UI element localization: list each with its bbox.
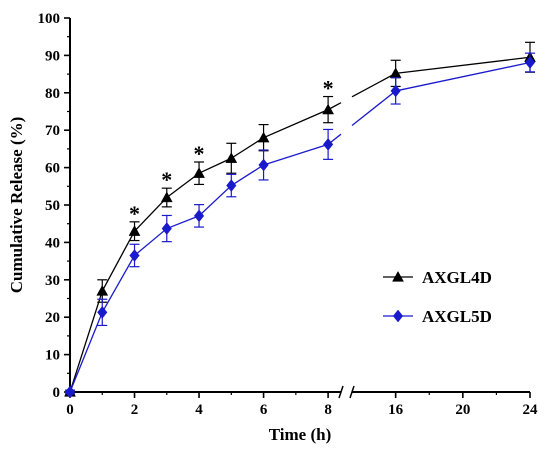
x-tick-label: 2 [131, 402, 139, 418]
series-line [69, 290, 103, 393]
data-point [392, 309, 404, 323]
significance-star: * [323, 76, 334, 101]
legend: AXGL4D AXGL5D [383, 268, 492, 326]
series-line [101, 230, 136, 292]
x-axis-title: Time (h) [269, 425, 332, 444]
series-line [198, 185, 232, 217]
data-point [64, 385, 76, 399]
y-tick-label: 50 [45, 198, 60, 214]
y-tick-label: 100 [38, 11, 61, 27]
significance-star: * [194, 141, 205, 166]
y-tick-label: 90 [45, 48, 60, 64]
plot-area [64, 41, 536, 399]
series-axgl4d [64, 41, 536, 397]
series-line [101, 255, 136, 313]
series-line [198, 157, 232, 174]
data-point [193, 209, 205, 223]
y-tick-label: 80 [45, 86, 60, 102]
axis-break-mark-right [349, 385, 355, 399]
series-line [351, 72, 396, 98]
data-point [160, 191, 173, 203]
series-line [395, 56, 531, 74]
data-point [161, 222, 172, 235]
legend-label: AXGL5D [422, 307, 492, 326]
significance-star: * [161, 167, 172, 192]
series-line [395, 61, 531, 92]
series-line [134, 197, 168, 232]
x-tick-label: 6 [260, 402, 268, 418]
data-point [392, 270, 404, 282]
x-tick-label: 8 [324, 402, 332, 418]
y-axis-title: Cumulative Release (%) [7, 117, 26, 294]
legend-label: AXGL4D [422, 268, 492, 287]
y-tick-label: 60 [45, 161, 60, 177]
axis-break-mark-left [338, 385, 344, 399]
x-tick-label: 0 [66, 402, 74, 418]
data-point [129, 249, 140, 262]
data-point [96, 285, 109, 296]
series-line [166, 215, 200, 230]
data-point [322, 103, 335, 115]
y-tick-label: 10 [45, 348, 60, 364]
y-tick-label: 20 [45, 310, 60, 326]
data-point [193, 167, 205, 178]
x-tick-label: 4 [195, 402, 203, 418]
data-point [97, 305, 108, 319]
data-point [257, 131, 270, 143]
series-line [69, 312, 103, 393]
series-line [230, 164, 264, 187]
series-axgl5d [64, 52, 536, 399]
significance-star: * [129, 201, 140, 226]
significance-annotations: * * * * [129, 76, 334, 226]
series-line [351, 90, 397, 126]
y-tick-label: 40 [45, 235, 60, 251]
series-line [134, 228, 168, 256]
legend-item-axgl4d: AXGL4D [383, 268, 492, 287]
data-point [322, 138, 334, 151]
y-tick-label: 30 [45, 273, 60, 289]
data-point [390, 84, 401, 98]
series-line [263, 143, 329, 166]
data-point [524, 56, 536, 69]
data-point [226, 179, 237, 192]
data-point [128, 225, 141, 236]
x-tick-label: 24 [523, 402, 539, 418]
y-tick-label: 0 [53, 385, 61, 401]
y-tick-label: 70 [45, 123, 60, 139]
legend-item-axgl5d: AXGL5D [383, 307, 492, 326]
data-point [225, 152, 238, 163]
series-line [230, 137, 264, 159]
x-tick-label: 16 [388, 402, 404, 418]
data-point [258, 158, 269, 172]
x-tick-label: 20 [455, 402, 470, 418]
series-line [263, 109, 329, 139]
